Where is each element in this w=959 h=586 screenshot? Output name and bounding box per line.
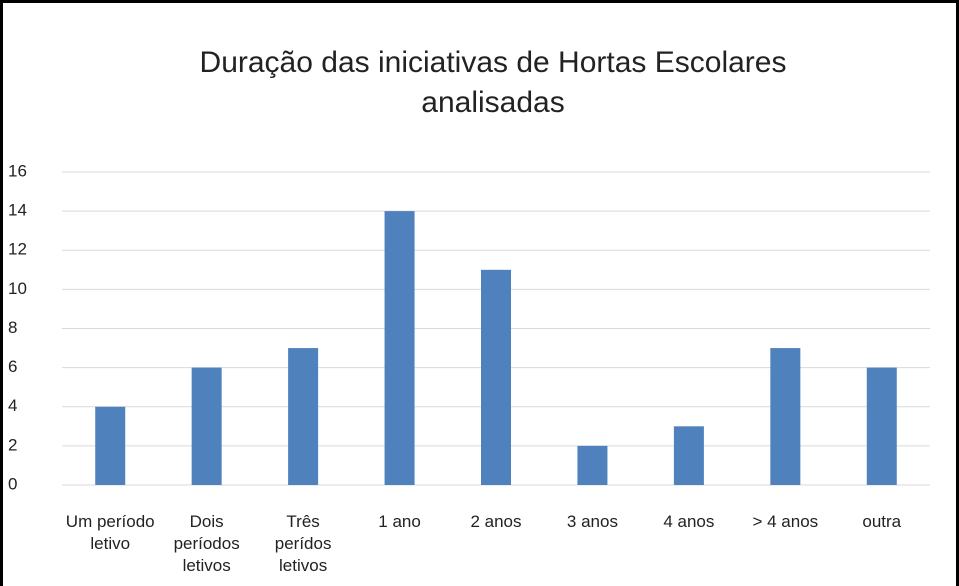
y-tick-label: 4: [8, 396, 17, 415]
x-tick-label: Dois períodos letivos: [173, 512, 240, 575]
bar: [577, 445, 608, 485]
x-tick-label: outra: [862, 512, 902, 531]
y-tick-label: 10: [8, 279, 27, 298]
bar: [384, 211, 415, 485]
x-tick-label: 3 anos: [566, 512, 618, 531]
y-tick-label: 6: [8, 357, 17, 376]
bar: [288, 348, 319, 485]
bar: [481, 269, 511, 485]
x-tick-label: 1 ano: [378, 512, 421, 531]
x-tick-label: > 4 anos: [752, 512, 819, 531]
bar: [191, 367, 222, 485]
bar: [673, 426, 704, 485]
y-tick-label: 0: [8, 474, 17, 493]
y-tick-label: 2: [8, 435, 17, 454]
bar: [866, 367, 897, 485]
x-tick-label: 2 anos: [470, 512, 522, 531]
x-tick-label: 4 anos: [663, 512, 715, 531]
x-tick-label: Três perídos letivos: [274, 512, 332, 575]
y-tick-label: 8: [8, 318, 17, 337]
y-tick-label: 12: [8, 240, 27, 259]
bar: [95, 406, 126, 485]
chart-title: Duração das iniciativas de Hortas Escola…: [199, 46, 787, 119]
y-tick-label: 14: [8, 201, 27, 220]
plot: 0 2 4 6 8 10 12 14 16: [8, 161, 930, 493]
x-tick-label: Um período letivo: [65, 512, 155, 553]
bar: [770, 348, 801, 485]
y-tick-label: 16: [8, 161, 27, 180]
